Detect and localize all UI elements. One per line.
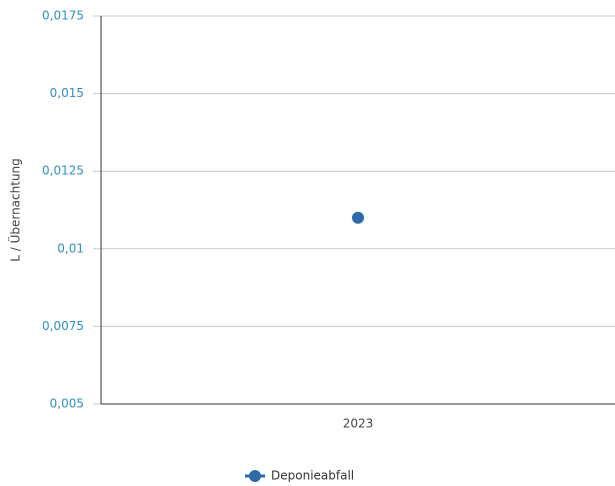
data-point [352, 211, 364, 224]
x-tick-label: 2023 [343, 417, 374, 431]
y-axis-title: L / Übernachtung [7, 158, 23, 262]
y-tick-label: 0,015 [50, 86, 84, 100]
y-tick-label: 0,01 [57, 241, 84, 255]
y-tick-label: 0,005 [50, 397, 84, 411]
legend-label: Deponieabfall [271, 469, 354, 483]
y-tick-label: 0,0175 [42, 9, 84, 23]
legend-marker [249, 470, 261, 482]
y-tick-label: 0,0075 [42, 319, 84, 333]
y-tick-label: 0,0125 [42, 164, 84, 178]
